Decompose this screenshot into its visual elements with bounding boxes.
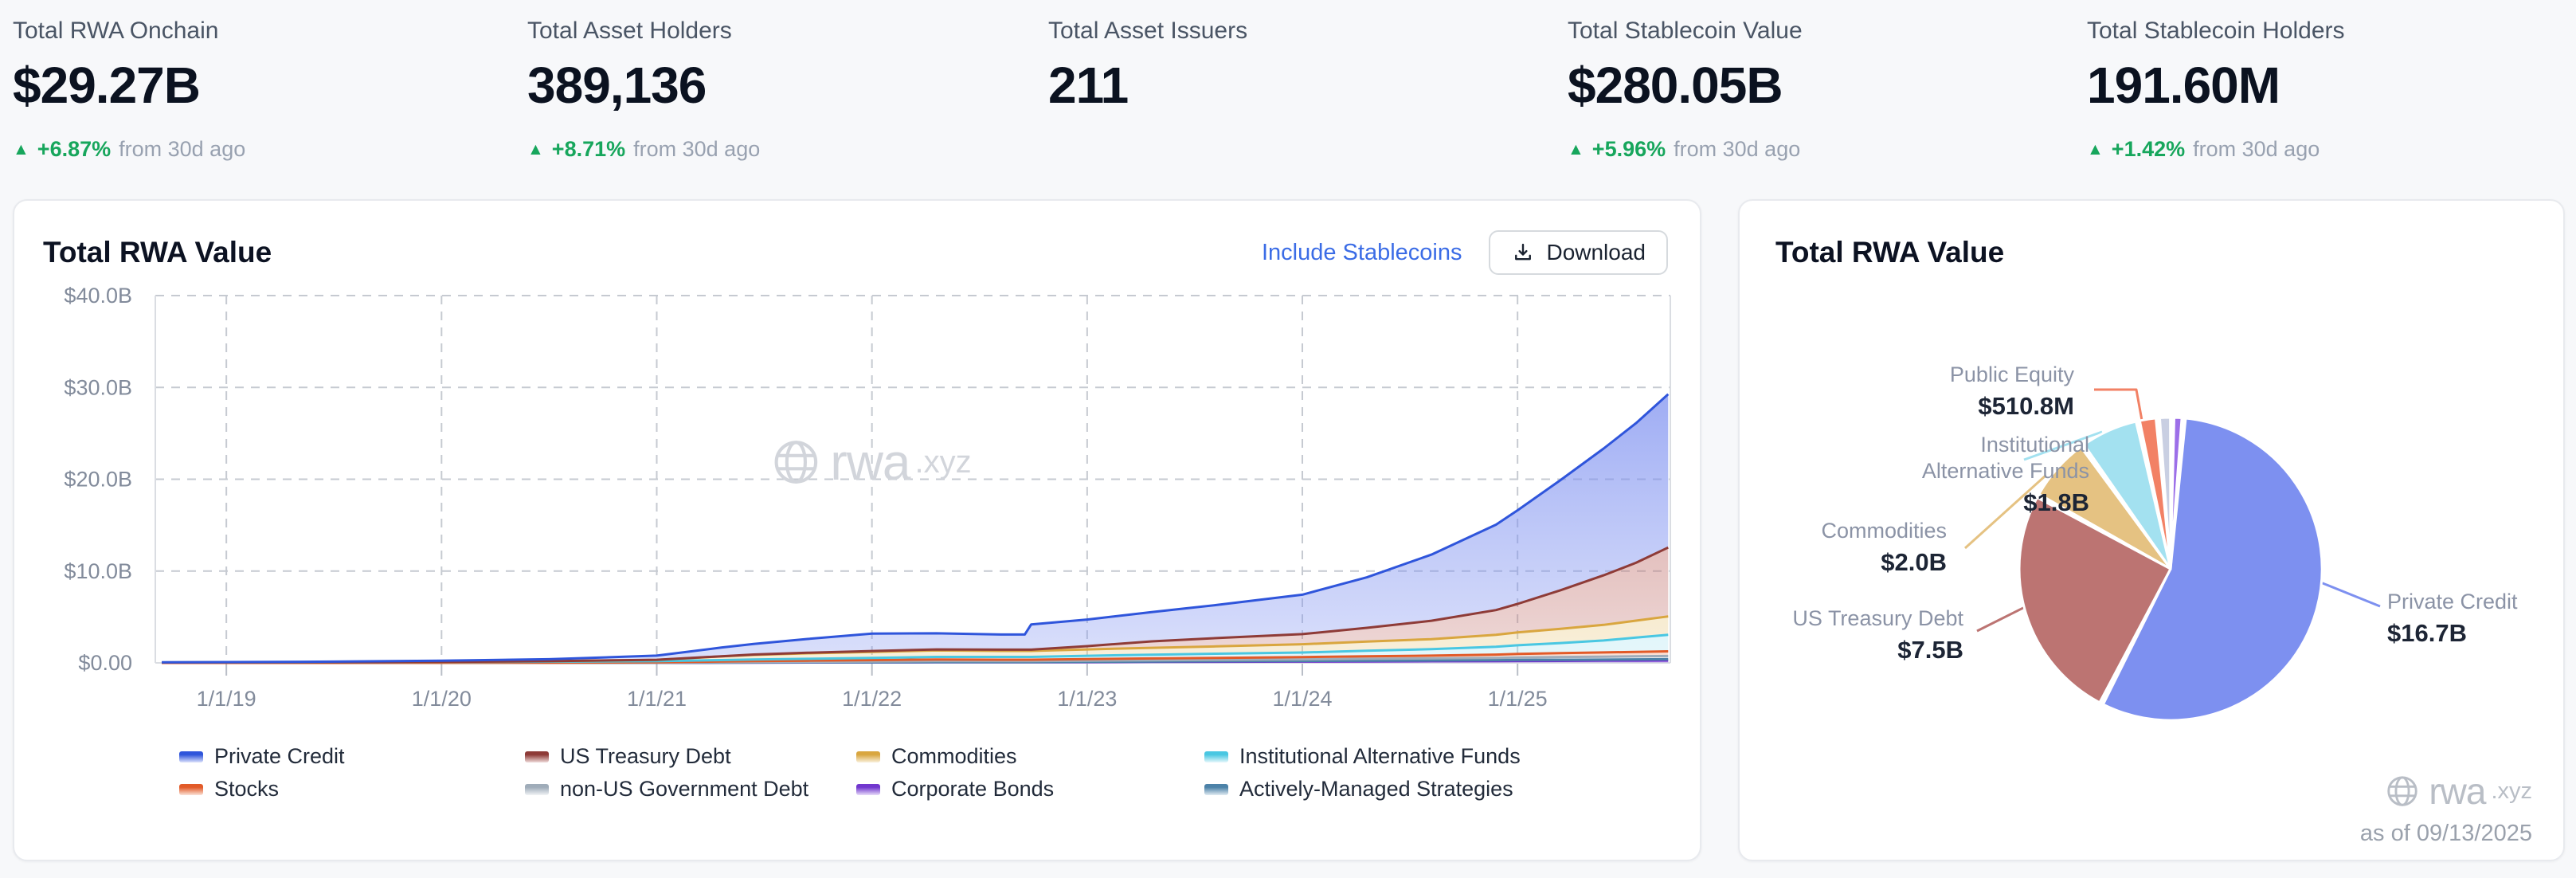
legend-label: Commodities <box>891 744 1017 768</box>
pie-slice-commodities <box>2038 445 2172 570</box>
legend-label: US Treasury Debt <box>560 744 731 768</box>
legend-swatch <box>1204 751 1228 762</box>
svg-text:$0.00: $0.00 <box>78 651 132 675</box>
pie-slice-private-credit <box>2101 417 2323 722</box>
pie-slice-unlabeled <box>2158 416 2172 570</box>
legend-item-commodities[interactable]: Commodities <box>856 744 1204 769</box>
legend-label: Stocks <box>214 777 280 801</box>
legend-label: Institutional Alternative Funds <box>1239 744 1521 768</box>
legend-swatch <box>525 783 549 795</box>
delta-up-icon: ▲ <box>527 139 544 159</box>
legend-item-non-us-government-debt[interactable]: non-US Government Debt <box>525 777 856 802</box>
svg-text:1/1/20: 1/1/20 <box>412 687 472 711</box>
rwa-value-area-card: $40.0B $30.0B $20.0B $10.0B $0.00 1/1/19 1/1/2… <box>13 199 1701 861</box>
delta-up-icon: ▲ <box>13 139 29 159</box>
delta-percent: +5.96% <box>1591 137 1666 161</box>
globe-icon <box>2387 776 2417 806</box>
legend-item-stocks[interactable]: Stocks <box>179 777 525 802</box>
legend-label: Private Credit <box>214 744 345 768</box>
legend-swatch <box>856 783 880 795</box>
watermark-tld: .xyz <box>914 444 972 480</box>
legend-label: non-US Government Debt <box>560 777 809 801</box>
stat-label: Total Stablecoin Value <box>1568 18 1803 44</box>
delta-percent: +8.71% <box>551 137 626 161</box>
legend-item-corporate-bonds[interactable]: Corporate Bonds <box>856 777 1204 802</box>
watermark-tld: .xyz <box>2491 778 2532 804</box>
pie-slice-institutional-alternative-funds <box>2082 420 2172 570</box>
legend-swatch <box>856 751 880 762</box>
area-chart-title: Total RWA Value <box>43 236 272 268</box>
area-chart-legend: Private Credit US Treasury Debt Commoditie… <box>179 744 1521 802</box>
svg-text:1/1/25: 1/1/25 <box>1488 687 1548 711</box>
delta-note: from 30d ago <box>1674 137 1801 161</box>
delta-up-icon: ▲ <box>1568 139 1584 159</box>
legend-swatch <box>1204 783 1228 795</box>
stat-value: 389,136 <box>527 57 707 114</box>
legend-swatch <box>525 751 549 762</box>
stat-total-asset-issuers: Total Asset Issuers 211 <box>1048 18 1247 115</box>
as-of-date: as of 09/13/2025 <box>2359 821 2532 846</box>
delta-up-icon: ▲ <box>2087 139 2104 159</box>
include-stablecoins-link[interactable]: Include Stablecoins <box>1261 239 1462 265</box>
pie-card-header: Total RWA Value <box>1768 228 2531 277</box>
globe-icon <box>774 441 818 484</box>
legend-swatch <box>179 751 203 762</box>
legend-swatch <box>179 783 203 795</box>
download-button[interactable]: Download <box>1489 230 1668 275</box>
stat-value: $29.27B <box>13 57 201 114</box>
pie-slice-unlabeled <box>2169 416 2183 570</box>
stat-delta: ▲ +8.71% from 30d ago <box>527 137 760 162</box>
stat-total-asset-holders: Total Asset Holders 389,136 ▲ +8.71% fro… <box>527 18 760 162</box>
stat-value: $280.05B <box>1568 57 1783 114</box>
stat-label: Total Asset Holders <box>527 18 732 44</box>
watermark: rwa .xyz <box>2384 770 2532 813</box>
svg-text:1/1/22: 1/1/22 <box>842 687 902 711</box>
legend-label: Corporate Bonds <box>891 777 1055 801</box>
svg-text:1/1/19: 1/1/19 <box>197 687 256 711</box>
watermark: rwa .xyz <box>769 433 972 492</box>
area-card-header: Total RWA Value Include Stablecoins Down… <box>43 228 1668 277</box>
svg-text:$40.0B: $40.0B <box>64 284 132 308</box>
pie-slice-us-treasury-debt <box>2018 496 2172 704</box>
stat-value: 211 <box>1048 57 1129 114</box>
legend-item-actively-managed-strategies[interactable]: Actively-Managed Strategies <box>1204 777 1521 802</box>
pie-slice-public-equity <box>2138 417 2172 570</box>
svg-text:1/1/21: 1/1/21 <box>627 687 687 711</box>
stat-delta: ▲ +1.42% from 30d ago <box>2087 137 2345 162</box>
delta-percent: +1.42% <box>2111 137 2186 161</box>
download-label: Download <box>1546 240 1646 265</box>
rwa-value-pie-card: Total RWA Value Private Credit $16.7B US T… <box>1738 199 2565 861</box>
download-icon <box>1515 243 1532 261</box>
stat-delta: ▲ +6.87% from 30d ago <box>13 137 245 162</box>
delta-note: from 30d ago <box>2193 137 2320 161</box>
pie-chart-title: Total RWA Value <box>1775 236 2005 268</box>
svg-text:1/1/24: 1/1/24 <box>1272 687 1332 711</box>
stat-label: Total RWA Onchain <box>13 18 219 44</box>
delta-note: from 30d ago <box>633 137 761 161</box>
legend-label: Actively-Managed Strategies <box>1239 777 1513 801</box>
watermark-brand: rwa <box>830 433 910 491</box>
stat-value: 191.60M <box>2087 57 2280 114</box>
rwa-stacked-area-chart: $40.0B $30.0B $20.0B $10.0B $0.00 1/1/19 1/1/2… <box>64 284 1671 711</box>
svg-text:$30.0B: $30.0B <box>64 375 132 399</box>
svg-text:$20.0B: $20.0B <box>64 468 132 492</box>
stat-total-stablecoin-holders: Total Stablecoin Holders 191.60M ▲ +1.42… <box>2087 18 2345 162</box>
stat-total-stablecoin-value: Total Stablecoin Value $280.05B ▲ +5.96%… <box>1568 18 1803 162</box>
stat-label: Total Asset Issuers <box>1048 18 1248 44</box>
delta-note: from 30d ago <box>119 137 246 161</box>
legend-item-us-treasury-debt[interactable]: US Treasury Debt <box>525 744 856 769</box>
legend-item-institutional-alternative-funds[interactable]: Institutional Alternative Funds <box>1204 744 1521 769</box>
stat-label: Total Stablecoin Holders <box>2087 18 2345 44</box>
delta-percent: +6.87% <box>37 137 112 161</box>
stat-delta: ▲ +5.96% from 30d ago <box>1568 137 1803 162</box>
svg-text:$10.0B: $10.0B <box>64 559 132 583</box>
stat-total-rwa-onchain: Total RWA Onchain $29.27B ▲ +6.87% from … <box>13 18 245 162</box>
svg-text:1/1/23: 1/1/23 <box>1057 687 1117 711</box>
rwa-pie-chart <box>1963 388 2381 722</box>
legend-item-private-credit[interactable]: Private Credit <box>179 744 525 769</box>
watermark-brand: rwa <box>2429 770 2486 812</box>
